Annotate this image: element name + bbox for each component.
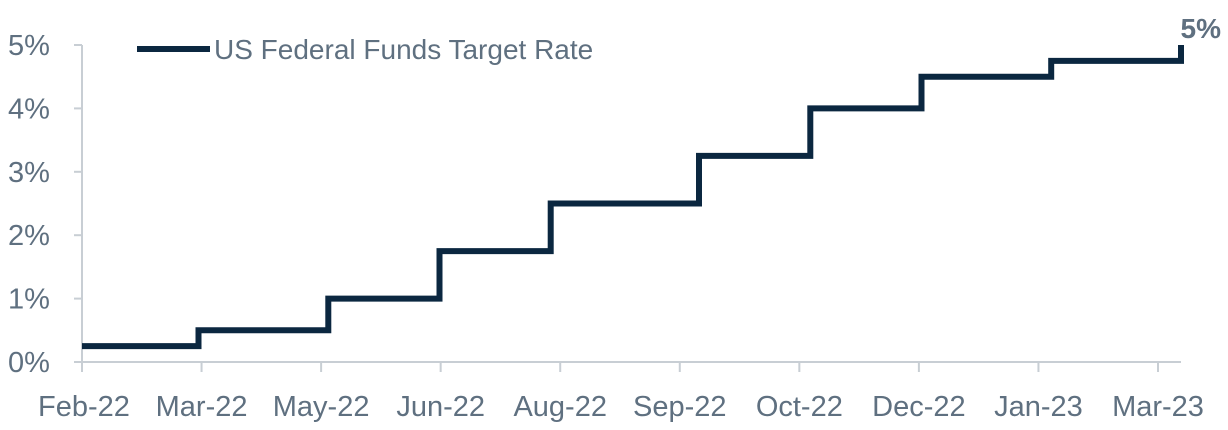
x-tick-label: May-22 — [273, 391, 370, 423]
x-tick-label: Mar-22 — [156, 391, 248, 423]
x-tick-label: Feb-22 — [38, 391, 130, 423]
x-tick-label: Jun-22 — [396, 391, 485, 423]
axes — [81, 45, 1181, 363]
x-tick-label: Aug-22 — [513, 391, 607, 423]
x-tick-label: Jan-23 — [994, 391, 1083, 423]
y-tick-label: 2% — [8, 220, 50, 252]
x-tick-label: Sep-22 — [633, 391, 727, 423]
y-tick-label: 3% — [8, 157, 50, 189]
x-tick-label: Dec-22 — [872, 391, 966, 423]
series-line — [82, 45, 1184, 350]
y-tick-label: 0% — [8, 347, 50, 379]
y-tick-label: 5% — [8, 30, 50, 62]
x-axis-ticks: Feb-22 Mar-22 May-22 Jun-22 Aug-22 Sep-22 Oct-… — [38, 362, 1204, 423]
legend-label: US Federal Funds Target Rate — [214, 34, 593, 65]
y-tick-label: 1% — [8, 284, 50, 316]
legend: US Federal Funds Target Rate — [137, 34, 593, 65]
y-axis-ticks: 0% 1% 2% 3% 4% 5% — [8, 30, 82, 379]
x-tick-label: Oct-22 — [756, 391, 843, 423]
end-value-label: 5% — [1181, 13, 1222, 44]
series-layer — [82, 45, 1184, 350]
annotations: 5% — [1181, 13, 1222, 44]
y-tick-label: 4% — [8, 93, 50, 125]
x-tick-label: Mar-23 — [1112, 391, 1204, 423]
